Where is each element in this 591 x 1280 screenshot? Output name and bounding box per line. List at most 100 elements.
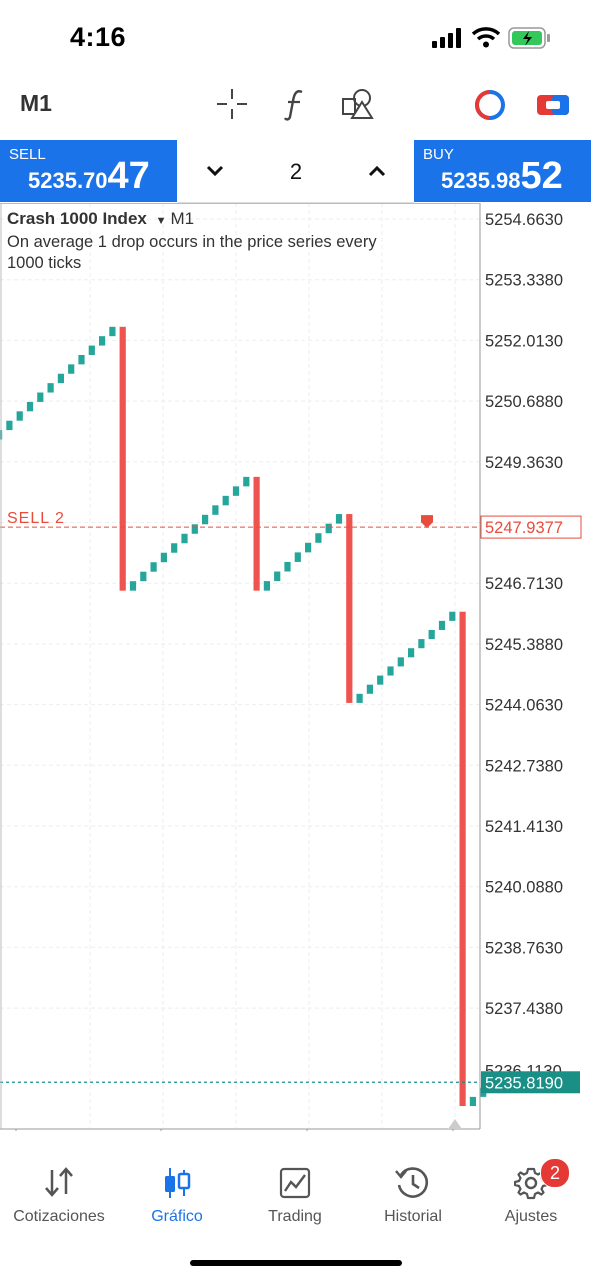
bull-candle bbox=[181, 533, 188, 544]
nav-trading[interactable]: Trading bbox=[236, 1160, 354, 1230]
price-tick-label: 5250.6880 bbox=[485, 393, 563, 411]
price-tick-label: 5242.7380 bbox=[485, 757, 563, 775]
bull-candle bbox=[263, 581, 270, 591]
bull-candle bbox=[109, 326, 116, 337]
price-tick-label: 5253.3380 bbox=[485, 272, 563, 290]
bull-candle bbox=[57, 373, 64, 384]
bull-candle bbox=[335, 514, 343, 524]
crosshair-icon[interactable] bbox=[215, 87, 249, 121]
bull-candle bbox=[37, 392, 44, 402]
chart-symbol[interactable]: Crash 1000 Index bbox=[7, 209, 147, 228]
sell-order-arrow-icon bbox=[421, 515, 433, 529]
buy-button[interactable]: BUY 5235.9852 bbox=[414, 140, 591, 202]
bull-candle bbox=[160, 552, 167, 563]
settings-badge: 2 bbox=[540, 1158, 570, 1188]
current-price-label: 5235.8190 bbox=[485, 1074, 563, 1092]
decrease-lot-button[interactable] bbox=[202, 158, 228, 184]
nav-trading-label: Trading bbox=[268, 1208, 322, 1225]
bull-candle bbox=[325, 523, 332, 534]
scroll-end-icon[interactable] bbox=[448, 1119, 462, 1129]
bull-candle bbox=[387, 666, 394, 676]
home-indicator bbox=[190, 1260, 402, 1266]
bull-candle bbox=[428, 629, 435, 640]
quotes-icon bbox=[42, 1166, 76, 1198]
bear-candle bbox=[459, 611, 466, 1107]
buy-price-main: 5235.98 bbox=[441, 168, 521, 193]
history-icon bbox=[394, 1165, 430, 1201]
sell-price-big: 47 bbox=[107, 155, 150, 197]
price-tick-label: 5244.0630 bbox=[485, 697, 563, 715]
bull-candle bbox=[305, 542, 312, 553]
nav-quotes-label: Cotizaciones bbox=[13, 1208, 105, 1225]
bull-candle bbox=[212, 505, 219, 515]
price-tick-label: 5240.0880 bbox=[485, 879, 563, 897]
bull-candle bbox=[243, 476, 250, 487]
account-icon[interactable] bbox=[536, 92, 570, 118]
bull-candle bbox=[222, 495, 229, 506]
price-tick-label: 5245.3880 bbox=[485, 636, 563, 654]
nav-chart[interactable]: Gráfico bbox=[118, 1160, 236, 1230]
bull-candle bbox=[366, 684, 373, 694]
bull-candle bbox=[171, 543, 178, 553]
price-tick-label: 5241.4130 bbox=[485, 818, 563, 836]
bull-candle bbox=[47, 383, 54, 393]
symbol-dropdown-icon[interactable]: ▼ bbox=[155, 215, 167, 227]
cellular-signal-icon bbox=[432, 28, 462, 48]
battery-icon bbox=[508, 27, 552, 49]
bull-candle bbox=[191, 524, 198, 534]
bull-candle bbox=[356, 693, 363, 703]
price-tick-label: 5246.7130 bbox=[485, 575, 563, 593]
price-tick-label: 5254.6630 bbox=[485, 211, 563, 229]
price-tick-label: 5237.4380 bbox=[485, 1000, 563, 1018]
bear-candle bbox=[119, 326, 126, 591]
bull-candle bbox=[449, 611, 456, 621]
bull-candle bbox=[16, 411, 23, 421]
price-tick-label: 5238.7630 bbox=[485, 939, 563, 957]
bull-candle bbox=[129, 581, 137, 591]
sell-button[interactable]: SELL 5235.7047 bbox=[0, 140, 177, 202]
chart-description-line1: On average 1 drop occurs in the price se… bbox=[7, 233, 377, 251]
price-tick-label: 5252.0130 bbox=[485, 332, 563, 350]
price-chart[interactable]: 5254.6630 5253.3380 5252.0130 5250.6880 5249… bbox=[0, 203, 591, 1151]
function-icon[interactable] bbox=[282, 87, 308, 121]
sell-price-main: 5235.70 bbox=[28, 168, 108, 193]
nav-history[interactable]: Historial bbox=[354, 1160, 472, 1230]
chart-description: On average 1 drop occurs in the price se… bbox=[7, 232, 377, 274]
nav-quotes[interactable]: Cotizaciones bbox=[0, 1160, 118, 1230]
nav-history-label: Historial bbox=[384, 1208, 442, 1225]
bull-candle bbox=[78, 354, 85, 365]
bull-candle bbox=[284, 561, 291, 572]
bull-candle bbox=[150, 562, 157, 572]
bull-candle bbox=[68, 364, 75, 374]
bull-candle bbox=[408, 648, 415, 658]
wifi-icon bbox=[471, 26, 501, 48]
chart-svg[interactable]: 5254.6630 5253.3380 5252.0130 5250.6880 5249… bbox=[0, 203, 591, 1151]
mode-icon[interactable] bbox=[474, 89, 508, 121]
current-price-box bbox=[481, 1071, 580, 1094]
bull-candle bbox=[294, 552, 301, 562]
buy-price: 5235.9852 bbox=[441, 155, 563, 198]
bull-candle bbox=[202, 514, 209, 525]
bear-candle bbox=[253, 476, 260, 591]
bull-candle bbox=[232, 486, 240, 496]
lot-value[interactable]: 2 bbox=[289, 159, 303, 184]
objects-icon[interactable] bbox=[340, 86, 376, 122]
buy-price-big: 52 bbox=[520, 155, 563, 197]
nav-settings[interactable]: 2 Ajustes bbox=[472, 1158, 590, 1230]
timeframe-button[interactable]: M1 bbox=[20, 90, 52, 116]
nav-settings-label: Ajustes bbox=[504, 1208, 558, 1225]
bull-candle bbox=[140, 571, 147, 582]
price-tick-label: 5249.3630 bbox=[485, 454, 563, 472]
sell-label: SELL bbox=[9, 146, 46, 163]
chart-symbol-info[interactable]: Crash 1000 Index ▼ M1 bbox=[7, 209, 194, 229]
settings-badge-count: 2 bbox=[549, 1163, 560, 1183]
chart-description-line2: 1000 ticks bbox=[7, 254, 82, 272]
increase-lot-button[interactable] bbox=[364, 158, 390, 184]
chart-timeframe: M1 bbox=[170, 209, 195, 228]
bear-candle bbox=[346, 514, 353, 703]
bull-candle bbox=[315, 533, 322, 543]
bull-candle bbox=[377, 675, 384, 685]
bull-candle bbox=[26, 401, 34, 412]
sell-order-label[interactable]: SELL 2 bbox=[7, 510, 65, 527]
bull-candle bbox=[469, 1096, 476, 1107]
